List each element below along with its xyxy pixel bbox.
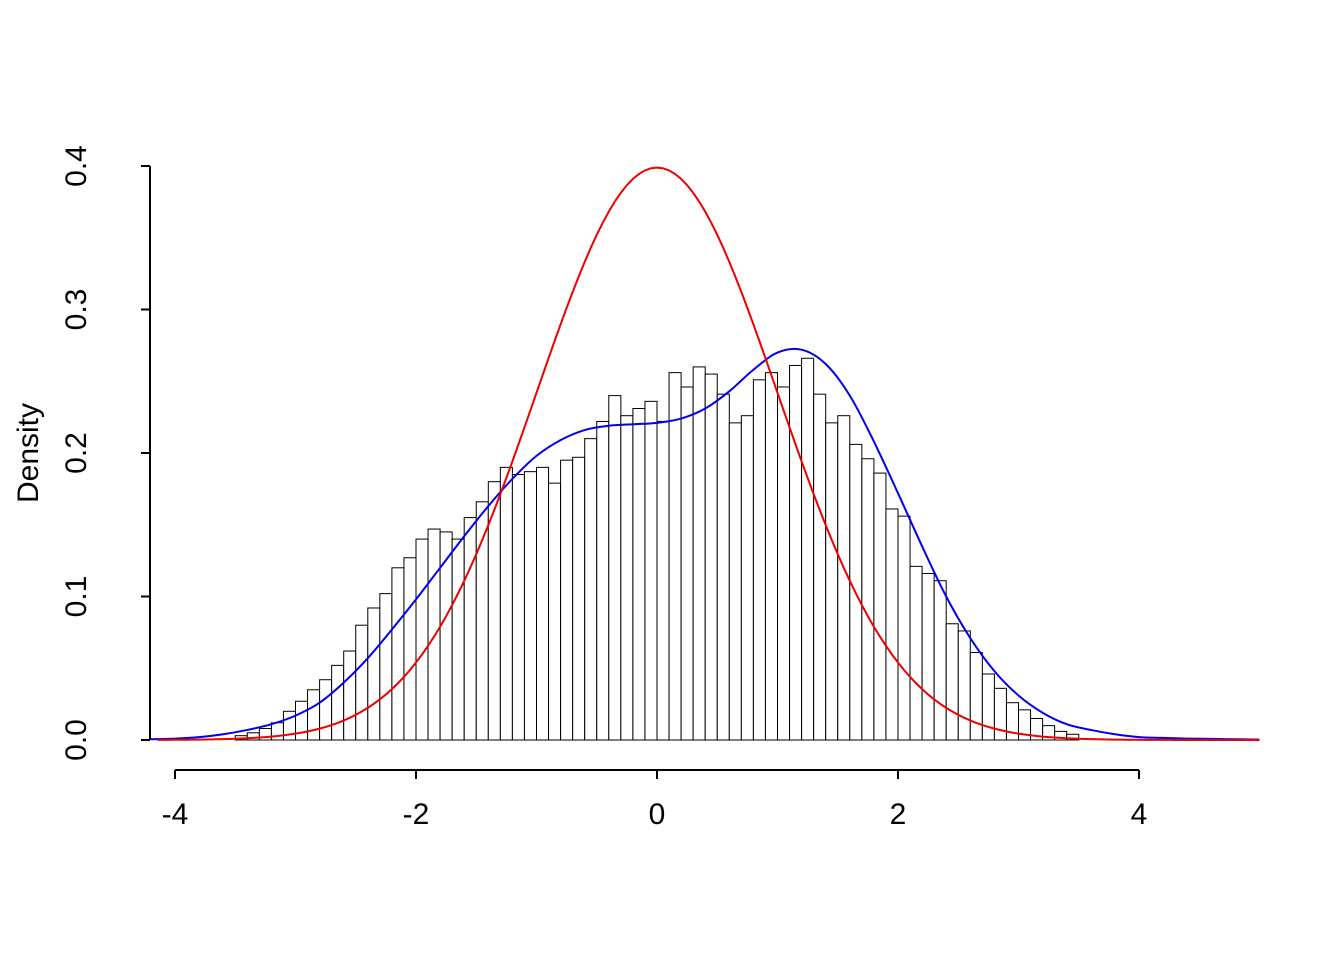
histogram-bar — [716, 393, 730, 741]
histogram-bar — [752, 379, 766, 741]
histogram-bar — [608, 395, 622, 741]
x-tick-label: -4 — [162, 798, 189, 831]
histogram-bar — [451, 538, 465, 741]
histogram-bar — [343, 650, 357, 741]
histogram-bar — [897, 515, 911, 741]
histogram-bar — [584, 438, 598, 741]
histogram-bar — [981, 673, 995, 741]
histogram-bar — [319, 679, 333, 741]
histogram-bar — [704, 373, 718, 741]
kernel-density-curve — [150, 347, 1260, 741]
histogram-bar — [572, 456, 586, 741]
histogram-bar — [331, 664, 345, 741]
histogram-bar — [523, 471, 538, 741]
histogram-bar — [680, 386, 694, 741]
histogram-bar — [921, 573, 935, 741]
histogram-bar — [861, 458, 875, 741]
histogram-bar — [379, 593, 393, 741]
y-tick-label: 0.3 — [60, 289, 93, 331]
histogram-bar — [909, 565, 923, 741]
histogram-bar — [427, 528, 441, 741]
x-tick-label: 4 — [1131, 798, 1148, 831]
x-tick-label: -2 — [403, 798, 430, 831]
histogram-bar — [499, 466, 513, 741]
histogram-bar — [885, 508, 899, 741]
histogram-bar — [632, 408, 646, 741]
histogram-bar — [403, 557, 417, 741]
histogram-bar — [945, 623, 959, 741]
histogram-bar — [801, 357, 815, 741]
y-tick-label: 0.0 — [60, 719, 93, 761]
histogram-bar — [644, 400, 658, 741]
histogram-bar — [548, 482, 562, 741]
histogram-bar — [596, 420, 610, 741]
histogram-bar — [536, 466, 550, 741]
histogram-bar — [560, 459, 574, 741]
histogram-bar — [957, 630, 971, 741]
y-tick-label: 0.2 — [60, 432, 93, 474]
y-axis-title: Density — [12, 403, 45, 503]
histogram-bar — [728, 422, 742, 741]
x-tick-label: 2 — [890, 798, 907, 831]
histogram-bar — [620, 415, 634, 741]
histogram-bar — [777, 386, 791, 741]
histogram-bar — [656, 420, 670, 741]
histogram-bar — [668, 372, 682, 741]
histogram-bar — [933, 580, 947, 741]
histogram-bar — [463, 517, 477, 741]
y-tick-label: 0.4 — [60, 145, 93, 187]
histogram-bar — [969, 651, 983, 741]
histogram-bar — [825, 422, 839, 741]
histogram-bar — [873, 472, 887, 741]
histogram-bar — [355, 624, 369, 741]
x-tick-label: 0 — [649, 798, 666, 831]
y-tick-label: 0.1 — [60, 576, 93, 618]
histogram-bar — [993, 687, 1007, 741]
histogram-bar — [307, 689, 321, 741]
histogram-bar — [415, 538, 429, 741]
histogram-bar — [367, 607, 381, 741]
histogram-bar — [692, 366, 706, 741]
normal-density-curve — [156, 166, 1260, 741]
histogram-bar — [813, 393, 827, 741]
histogram-bar — [511, 474, 525, 741]
histogram-bar — [1066, 733, 1080, 741]
histogram-bar — [740, 415, 754, 741]
histogram-bar — [1005, 702, 1020, 741]
histogram-bar — [439, 531, 453, 741]
histogram-bar — [270, 722, 284, 741]
histogram-bar — [391, 567, 405, 741]
histogram-bar — [789, 364, 803, 741]
histogram-bar — [764, 372, 779, 741]
